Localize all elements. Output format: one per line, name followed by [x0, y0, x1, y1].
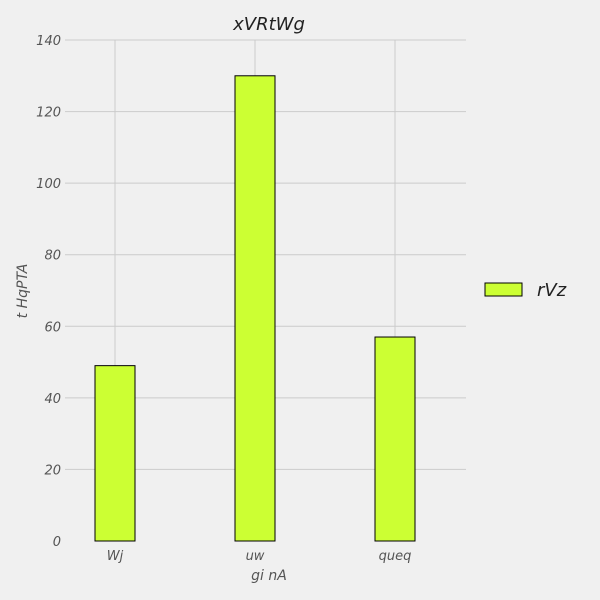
y-tick-label: 80 [44, 249, 61, 264]
y-axis-label: t HqPTA [15, 264, 31, 319]
y-tick-label: 140 [36, 34, 61, 49]
legend-swatch [484, 282, 523, 297]
bars [94, 75, 416, 542]
x-tick-label: queq [379, 549, 412, 564]
legend: rVz [484, 280, 567, 301]
x-axis-label: gi nA [251, 568, 287, 584]
bar-uw [234, 75, 276, 542]
y-tick-label: 20 [44, 463, 61, 478]
legend-label: rVz [537, 280, 567, 301]
y-tick-label: 60 [44, 320, 61, 335]
bar-queq [374, 336, 416, 542]
x-axis-ticks: Wj uw queq [107, 549, 412, 564]
x-tick-label: uw [246, 549, 265, 564]
y-tick-label: 120 [36, 106, 61, 121]
x-tick-label: Wj [107, 549, 124, 564]
chart-title: xVRtWg [232, 14, 305, 35]
y-tick-label: 100 [36, 177, 61, 192]
y-axis-ticks: 0 20 40 60 80 100 120 140 [36, 34, 61, 550]
y-tick-label: 40 [44, 392, 61, 407]
y-tick-label: 0 [53, 535, 61, 550]
bar-Wj [94, 365, 136, 542]
